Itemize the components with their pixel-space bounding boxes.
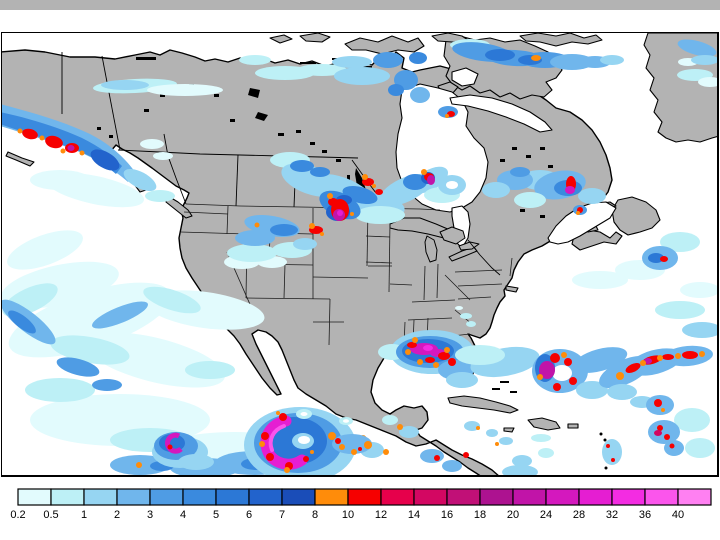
vancouver-island (165, 195, 193, 219)
hispaniola (527, 417, 561, 431)
legend-segment (644, 488, 679, 506)
legend-segment (512, 488, 547, 506)
colorbar-legend: 0.2 0.5 1 2 3 4 5 6 7 8 10 12 14 16 18 20 24 28 32 36 40 (10, 488, 712, 521)
legend-segment (479, 488, 514, 506)
legend-segment (215, 488, 250, 506)
legend-segment (182, 488, 217, 506)
legend-tick-label: 2 (114, 509, 120, 521)
gulf-of-st-lawrence (547, 201, 617, 245)
legend-tick-label: 40 (672, 509, 684, 521)
nova-scotia (571, 229, 623, 251)
legend-tick-label: 36 (639, 509, 651, 521)
legend-segment (17, 488, 52, 506)
legend-tick-label: 1 (81, 509, 87, 521)
newfoundland (611, 196, 661, 236)
legend-tick-label: 32 (606, 509, 618, 521)
legend-segment (83, 488, 118, 506)
legend-tick-label: 6 (246, 509, 252, 521)
legend-tick-label: 0.2 (10, 509, 25, 521)
legend-segment (611, 488, 646, 506)
legend-segment (446, 488, 481, 506)
legend-segment (347, 488, 382, 506)
legend-segment (677, 488, 712, 506)
legend-segment (413, 488, 448, 506)
legend-tick-label: 0.5 (43, 509, 58, 521)
legend-tick-label: 18 (474, 509, 486, 521)
legend-segment (578, 488, 613, 506)
legend-segment (149, 488, 184, 506)
legend-tick-label: 4 (180, 509, 186, 521)
legend-tick-label: 28 (573, 509, 585, 521)
legend-tick-label: 20 (507, 509, 519, 521)
legend-tick-label: 10 (342, 509, 354, 521)
legend-segment (248, 488, 283, 506)
legend-tick-label: 16 (441, 509, 453, 521)
legend-tick-label: 14 (408, 509, 420, 521)
legend-tick-label: 3 (147, 509, 153, 521)
legend-tick-label: 5 (213, 509, 219, 521)
cuba (447, 395, 519, 414)
map-area (1, 32, 719, 477)
precipitation-layer (1, 39, 719, 477)
legend-tick-label: 8 (312, 509, 318, 521)
legend-tick-label: 7 (279, 509, 285, 521)
legend-tick-label: 24 (540, 509, 552, 521)
map-frame (1, 32, 719, 477)
legend-segment (116, 488, 151, 506)
hudson-strait (449, 94, 553, 133)
legend-segment (380, 488, 415, 506)
legend-segment (314, 488, 349, 506)
legend-segment (545, 488, 580, 506)
legend-tick-label: 12 (375, 509, 387, 521)
top-map-strip (0, 0, 720, 10)
legend-segment (50, 488, 85, 506)
legend-segment (281, 488, 316, 506)
